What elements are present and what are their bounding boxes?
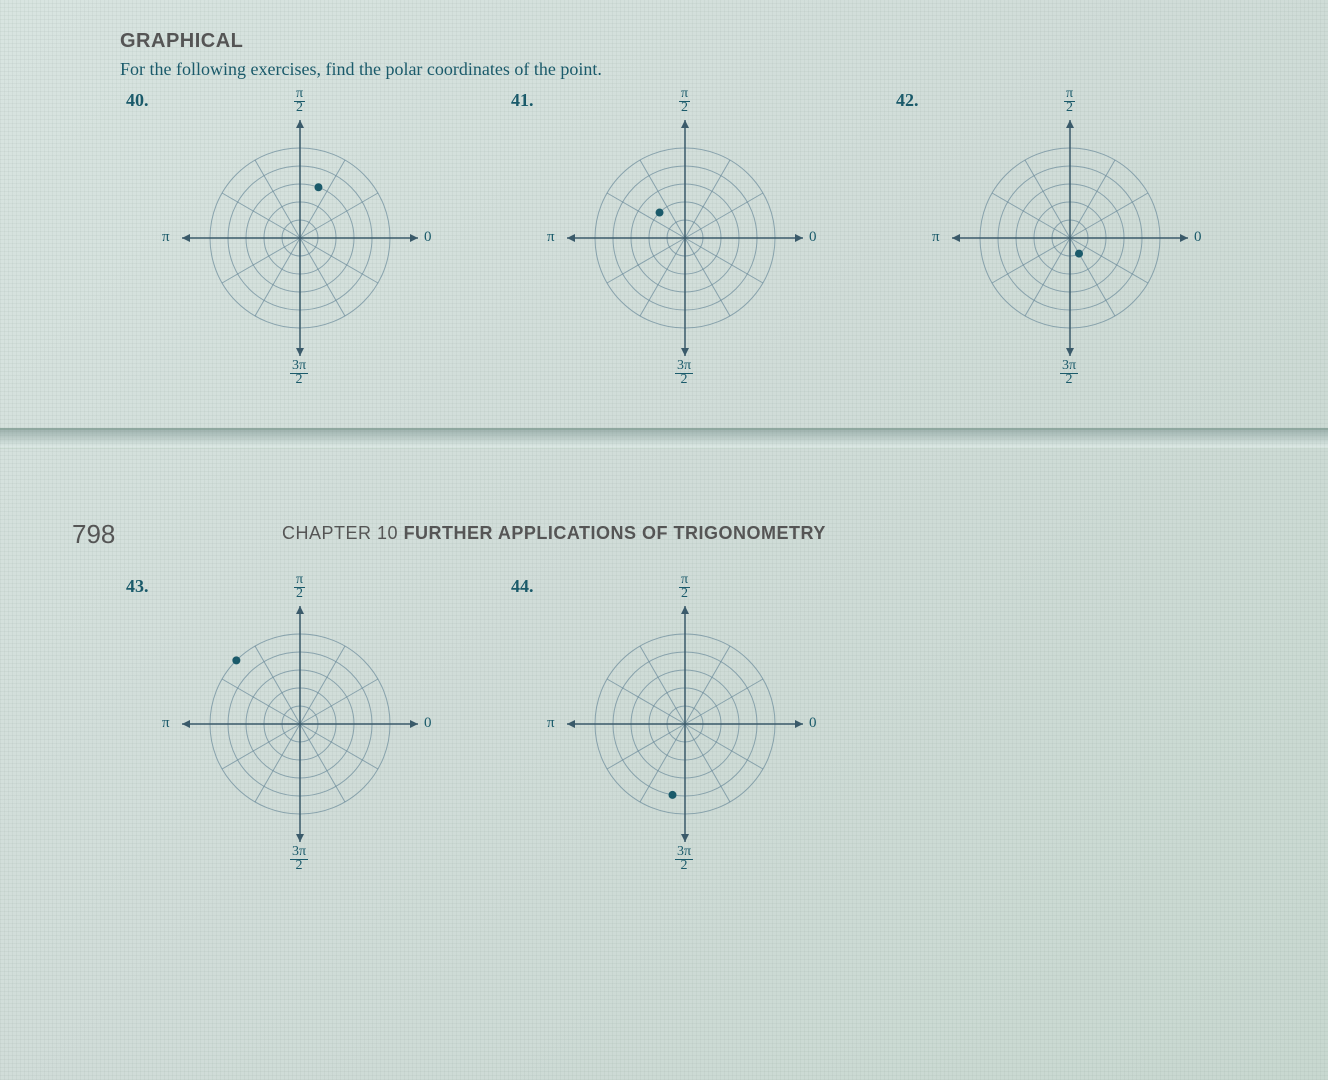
plotted-point bbox=[668, 791, 676, 799]
axis-label-right: 0 bbox=[809, 229, 817, 246]
chapter-label: CHAPTER 10 bbox=[282, 523, 398, 543]
chapter-name: FURTHER APPLICATIONS OF TRIGONOMETRY bbox=[404, 523, 826, 543]
axis-label-left: π bbox=[547, 229, 555, 246]
axis-label-bottom: 3π2 bbox=[675, 846, 693, 874]
exercise: 43. π2 0 π 3π2 bbox=[120, 584, 465, 854]
page-number: 798 bbox=[72, 519, 115, 550]
exercise-number: 40. bbox=[126, 90, 149, 111]
axis-label-left: π bbox=[162, 715, 170, 732]
continuation-section: 798 CHAPTER 10 FURTHER APPLICATIONS OF T… bbox=[0, 449, 1328, 854]
exercise-number: 41. bbox=[511, 90, 534, 111]
chapter-title: CHAPTER 10 FURTHER APPLICATIONS OF TRIGO… bbox=[282, 523, 1208, 544]
instruction-text: For the following exercises, find the po… bbox=[120, 59, 1208, 80]
exercise: 44. π2 0 π 3π2 bbox=[505, 584, 850, 854]
polar-chart bbox=[505, 584, 850, 849]
axis-label-right: 0 bbox=[424, 229, 432, 246]
axis-label-top: π2 bbox=[1064, 88, 1075, 116]
axis-label-bottom: 3π2 bbox=[675, 360, 693, 388]
axis-label-bottom: 3π2 bbox=[290, 360, 308, 388]
axis-label-top: π2 bbox=[679, 88, 690, 116]
section-heading: GRAPHICAL bbox=[120, 30, 1208, 53]
plotted-point bbox=[656, 209, 664, 217]
graphical-section: GRAPHICAL For the following exercises, f… bbox=[0, 0, 1328, 428]
exercise-number: 43. bbox=[126, 576, 149, 597]
axis-label-top: π2 bbox=[679, 574, 690, 602]
axis-label-top: π2 bbox=[294, 574, 305, 602]
polar-chart bbox=[120, 98, 465, 363]
polar-chart bbox=[120, 584, 465, 849]
exercise-number: 44. bbox=[511, 576, 534, 597]
exercise-row-2: 43. π2 0 π 3π2 44. π2 0 π 3π2 bbox=[120, 584, 1208, 854]
plotted-point bbox=[232, 656, 240, 664]
axis-label-left: π bbox=[547, 715, 555, 732]
exercise-number: 42. bbox=[896, 90, 919, 111]
axis-label-bottom: 3π2 bbox=[290, 846, 308, 874]
axis-label-right: 0 bbox=[424, 715, 432, 732]
plotted-point bbox=[1075, 250, 1083, 258]
axis-label-left: π bbox=[162, 229, 170, 246]
plotted-point bbox=[314, 183, 322, 191]
exercise-row-1: 40. π2 0 π 3π2 41. π2 0 π 3π2 42. π2 0 π… bbox=[120, 98, 1208, 368]
exercise: 40. π2 0 π 3π2 bbox=[120, 98, 465, 368]
axis-label-right: 0 bbox=[1194, 229, 1202, 246]
axis-label-bottom: 3π2 bbox=[1060, 360, 1078, 388]
axis-label-top: π2 bbox=[294, 88, 305, 116]
axis-label-left: π bbox=[932, 229, 940, 246]
polar-chart bbox=[505, 98, 850, 363]
exercise: 41. π2 0 π 3π2 bbox=[505, 98, 850, 368]
axis-label-right: 0 bbox=[809, 715, 817, 732]
polar-chart bbox=[890, 98, 1235, 363]
exercise: 42. π2 0 π 3π2 bbox=[890, 98, 1235, 368]
